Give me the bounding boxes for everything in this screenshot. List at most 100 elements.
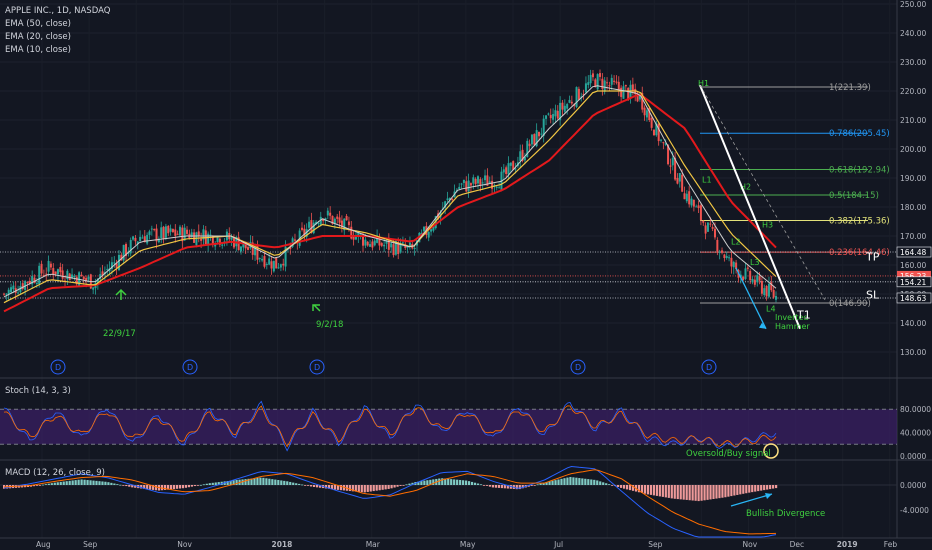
fib-level-label: 0.618(192.94)	[829, 165, 890, 175]
candle-body	[638, 93, 641, 100]
candle-body	[376, 235, 379, 243]
candle-body	[136, 241, 139, 244]
macd-histogram-bar	[763, 485, 766, 491]
ema20-legend: EMA (20, close)	[5, 32, 71, 42]
macd-histogram-bar	[605, 483, 608, 485]
dividend-marker	[182, 359, 198, 375]
macd-histogram-bar	[718, 485, 721, 499]
macd-histogram-bar	[450, 479, 453, 485]
dividend-marker-label: D	[706, 363, 712, 372]
price-tag-label: 164.48	[900, 248, 926, 257]
macd-histogram-bar	[333, 485, 337, 490]
candle-body	[702, 220, 705, 223]
macd-histogram-bar	[357, 485, 360, 492]
candle-body	[650, 117, 653, 128]
candle-body	[756, 275, 759, 283]
macd-histogram-bar	[554, 480, 557, 485]
candle-body	[676, 177, 679, 184]
candle-body	[120, 254, 123, 261]
macd-histogram-bar	[655, 485, 658, 496]
candle-body	[458, 186, 461, 189]
candle-body	[765, 285, 768, 297]
candle-body	[143, 236, 146, 243]
macd-histogram-bar	[262, 477, 265, 485]
macd-histogram-bar	[423, 480, 426, 485]
candle-body	[641, 93, 644, 110]
stoch-series-line	[3, 400, 777, 452]
candle-body	[479, 179, 482, 186]
stochastic-pane: 80.0000 40.0000 0.0000 Oversold/Buy signal	[0, 400, 931, 461]
candle-body	[397, 242, 400, 254]
macd-histogram-bar	[652, 485, 655, 496]
macd-histogram-bar	[551, 480, 554, 485]
candle-body	[71, 274, 74, 279]
macd-histogram-bar	[155, 485, 158, 491]
macd-histogram-bar	[590, 479, 593, 485]
macd-histogram-bar	[563, 478, 566, 485]
candle-body	[82, 276, 85, 280]
macd-histogram-bar	[226, 481, 229, 485]
candle-body	[451, 198, 454, 200]
candle-body	[683, 193, 686, 200]
price-tick-label: 220.00	[900, 87, 926, 96]
macd-histogram-bar	[402, 485, 405, 486]
candle-body	[758, 276, 761, 281]
candle-body	[343, 218, 346, 231]
candle-body	[664, 143, 667, 145]
candle-body	[631, 84, 634, 92]
macd-histogram-bar	[500, 485, 503, 489]
candle-body	[643, 107, 646, 116]
macd-histogram-bar	[745, 485, 748, 494]
candle-body	[214, 244, 217, 247]
macd-histogram-bar	[602, 482, 605, 485]
candle-body	[366, 241, 369, 246]
macd-histogram-bar	[688, 485, 691, 501]
macd-histogram-bar	[125, 485, 128, 487]
candle-body	[596, 74, 599, 90]
macd-histogram-bar	[292, 482, 295, 485]
macd-histogram-bar	[772, 485, 775, 489]
time-tick-label: Nov	[177, 540, 192, 549]
candle-body	[408, 242, 411, 247]
candle-body	[495, 186, 498, 188]
price-tag-box	[896, 276, 932, 288]
macd-series-line	[3, 465, 777, 538]
macd-histogram-bar	[506, 485, 509, 489]
dividend-marker	[309, 359, 325, 375]
divergence-arrow	[730, 493, 773, 507]
candle-body	[33, 277, 36, 283]
macd-histogram-bar	[35, 485, 38, 486]
wave-label: L1	[702, 175, 712, 184]
macd-histogram-bar	[280, 480, 283, 485]
macd-histogram-bar	[363, 485, 366, 493]
candle-body	[575, 87, 578, 108]
time-tick-label: 2019	[837, 540, 858, 549]
candle-body	[174, 229, 177, 236]
candle-body	[364, 239, 367, 246]
macd-histogram-bar	[77, 479, 80, 485]
time-tick-label: Nov	[743, 540, 758, 549]
macd-histogram-bar	[730, 485, 733, 497]
candle-body	[350, 226, 353, 239]
macd-histogram-bar	[533, 485, 536, 486]
macd-histogram-bar	[679, 485, 682, 500]
macd-histogram-bar	[274, 479, 277, 485]
candle-body	[601, 78, 604, 89]
macd-histogram-bar	[754, 485, 757, 492]
macd-histogram-bar	[548, 481, 551, 485]
sl-label: SL	[866, 288, 880, 301]
candle-body	[570, 101, 573, 104]
divergence-arrow-head	[765, 493, 772, 499]
macd-histogram-bar	[53, 482, 56, 485]
candle-body	[430, 229, 433, 232]
candle-body	[218, 238, 221, 245]
macd-histogram-bar	[41, 484, 44, 486]
macd-histogram-bar	[733, 485, 736, 496]
macd-histogram-bar	[712, 485, 715, 500]
candle-body	[315, 221, 318, 225]
macd-histogram-bar	[757, 485, 760, 492]
candle-body	[723, 254, 726, 259]
candle-body	[49, 263, 52, 268]
macd-histogram-bar	[491, 485, 495, 488]
candle-body	[387, 237, 390, 250]
